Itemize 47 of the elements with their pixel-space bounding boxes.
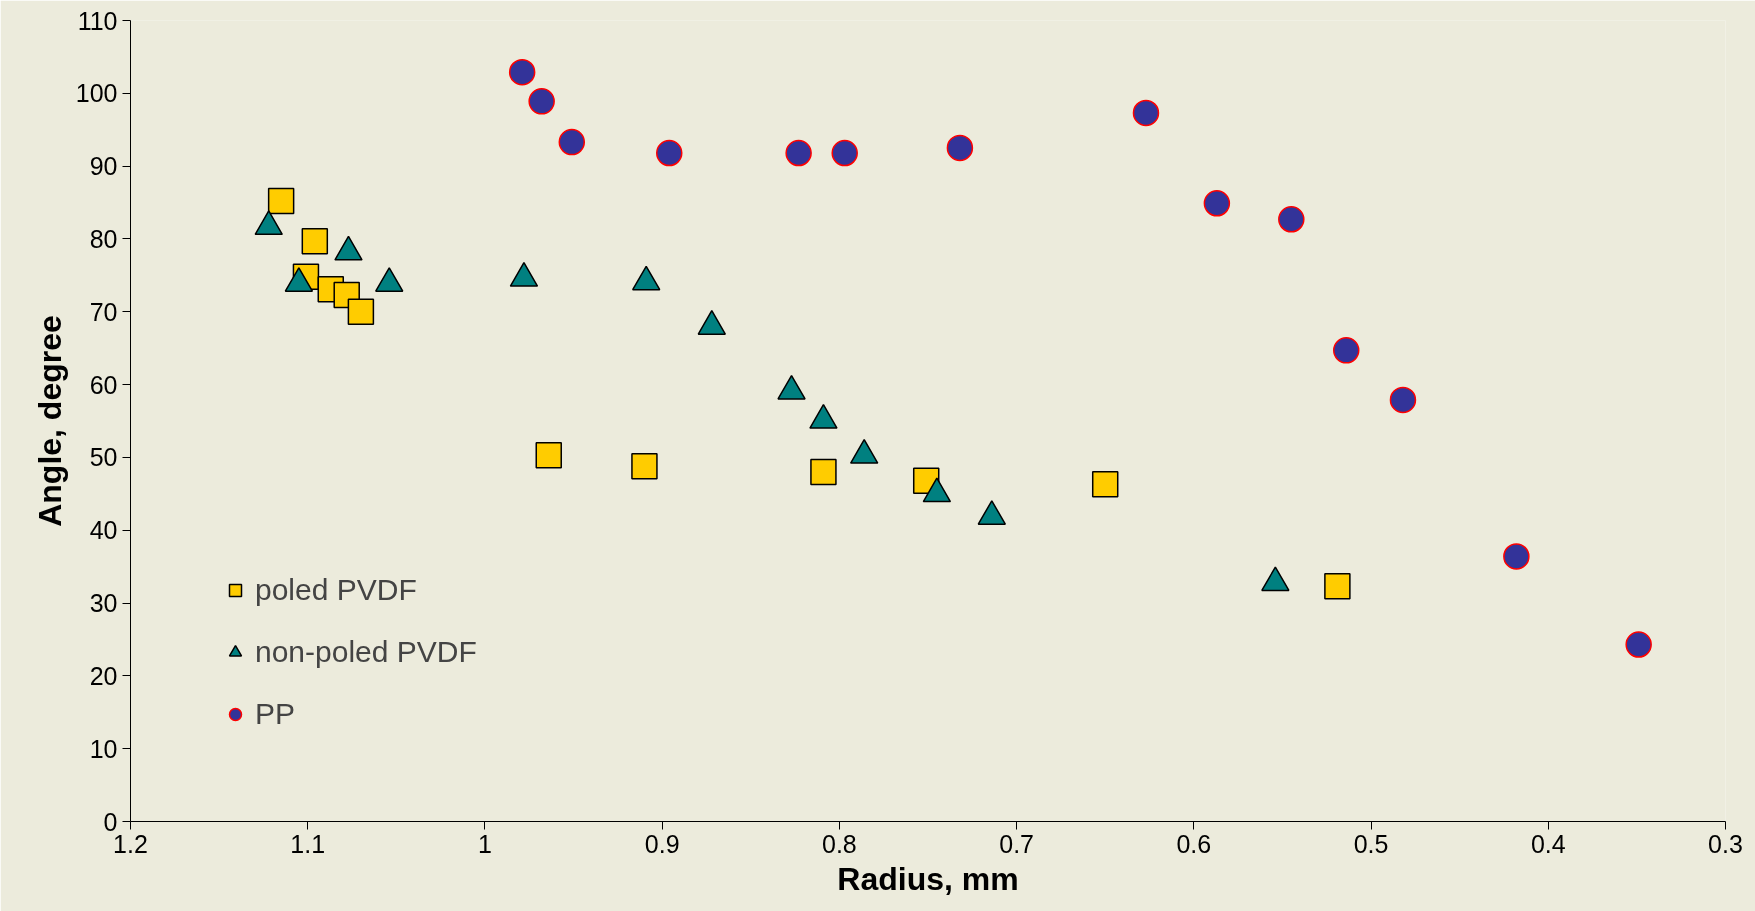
point [1132, 99, 1160, 127]
point [785, 139, 812, 167]
point [535, 441, 562, 469]
legend-label: non-poled PVDF [255, 635, 477, 669]
point [508, 58, 536, 86]
x-tick-label: 0.3 [1708, 829, 1743, 858]
x-tick-label: 0.4 [1530, 829, 1566, 858]
point [1324, 573, 1351, 600]
x-tick-label: 1 [477, 829, 492, 858]
point [1091, 471, 1119, 498]
y-axis-title: Angle, degree [31, 315, 68, 527]
y-tick-label: 100 [75, 79, 118, 108]
point [810, 458, 837, 486]
point [301, 227, 329, 255]
y-tick-label: 60 [89, 370, 118, 399]
point [1278, 206, 1305, 233]
point [1203, 190, 1231, 217]
x-tick-label: 0.9 [644, 829, 680, 858]
point [1389, 386, 1417, 414]
point [946, 134, 974, 162]
point [1503, 543, 1530, 570]
x-axis-title: Radius, mm [837, 860, 1019, 897]
y-tick-label: 40 [89, 516, 118, 545]
x-tick-label: 1.1 [290, 829, 326, 858]
point [631, 452, 658, 480]
y-tick-label: 10 [89, 734, 118, 763]
point [558, 128, 586, 156]
y-tick-label: 30 [89, 589, 118, 618]
point [656, 139, 683, 167]
y-tick-label: 90 [89, 152, 118, 181]
legend-label: PP [255, 697, 296, 731]
y-tick-label: 110 [77, 6, 118, 35]
point [1332, 337, 1360, 364]
y-tick-label: 80 [89, 224, 118, 253]
point [267, 187, 295, 215]
point [831, 139, 858, 167]
point [1625, 631, 1652, 658]
point [528, 88, 555, 115]
x-tick-label: 0.5 [1353, 829, 1389, 858]
y-tick-label: 70 [89, 297, 118, 326]
y-tick-label: 50 [89, 443, 118, 472]
point [347, 298, 375, 326]
x-tick-label: 0.6 [1176, 829, 1212, 858]
y-tick-label: 20 [89, 661, 118, 690]
x-tick-label: 0.8 [822, 829, 857, 858]
x-tick-label: 0.7 [999, 829, 1034, 858]
legend-label: poled PVDF [255, 573, 417, 607]
